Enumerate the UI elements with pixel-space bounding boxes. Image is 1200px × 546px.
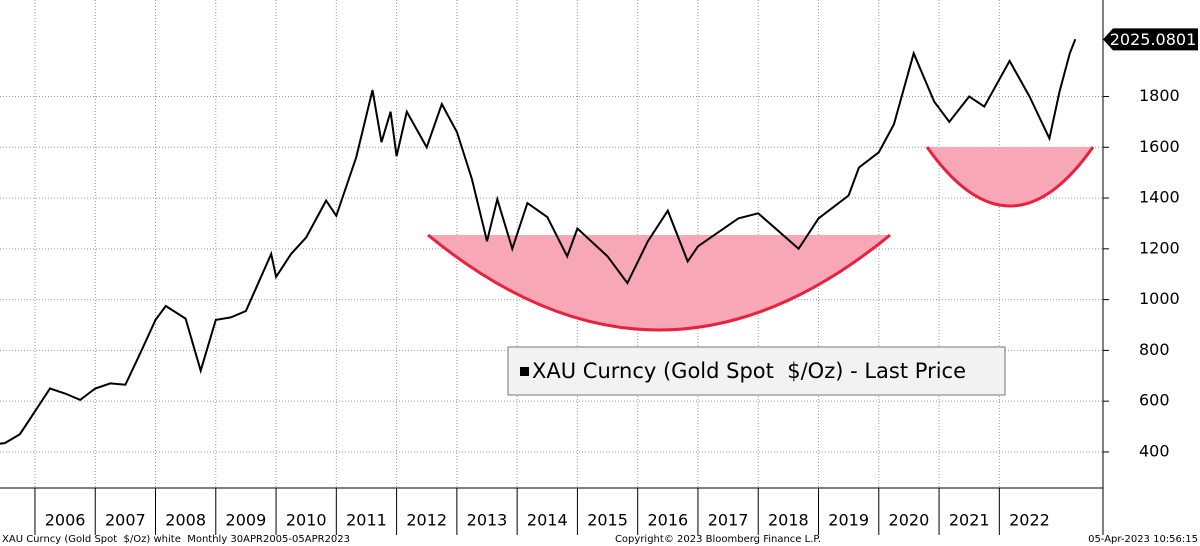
last-price-label: 2025.0801 [1110, 30, 1197, 49]
y-tick-label: 600 [1139, 391, 1170, 410]
y-tick-label: 1000 [1139, 289, 1180, 308]
x-tick-label: 2022 [1009, 511, 1050, 530]
footer-right: 05-Apr-2023 10:56:15 [1088, 534, 1198, 545]
x-tick-label: 2018 [768, 511, 809, 530]
x-tick-label: 2009 [226, 511, 267, 530]
y-tick-label: 800 [1139, 340, 1170, 359]
annotations [427, 146, 1095, 332]
x-tick-label: 2007 [105, 511, 146, 530]
x-tick-label: 2012 [406, 511, 447, 530]
x-tick-label: 2019 [828, 511, 869, 530]
legend-frame [507, 346, 1006, 396]
legend-box: XAU Curncy (Gold Spot $/Oz) - Last Price [507, 346, 1006, 396]
last-price-badge [1103, 28, 1198, 51]
footer-left: XAU Curncy (Gold Spot $/Oz) white Monthl… [2, 534, 350, 545]
cup-arc [427, 233, 891, 332]
x-tick-label: 2014 [527, 511, 568, 530]
x-tick-label: 2020 [889, 511, 930, 530]
x-tick-label: 2021 [949, 511, 990, 530]
price-line [0, 38, 1077, 445]
x-tick-label: 2013 [467, 511, 508, 530]
x-tick-label: 2016 [647, 511, 688, 530]
x-tick-label: 2015 [587, 511, 628, 530]
legend-swatch [520, 367, 529, 376]
x-tick-label: 2006 [45, 511, 86, 530]
y-tick-label: 1600 [1139, 137, 1180, 156]
y-tick-label: 1400 [1139, 188, 1180, 207]
x-tick-label: 2010 [286, 511, 327, 530]
x-tick-label: 2008 [165, 511, 206, 530]
y-tick-label: 400 [1139, 441, 1170, 460]
handle-arc [925, 146, 1095, 208]
y-tick-label: 1800 [1139, 86, 1180, 105]
x-tick-label: 2011 [346, 511, 387, 530]
y-tick-label: 1200 [1139, 238, 1180, 257]
footer-center: Copyright© 2023 Bloomberg Finance L.P. [615, 534, 821, 545]
x-tick-label: 2017 [708, 511, 749, 530]
legend-label: XAU Curncy (Gold Spot $/Oz) - Last Price [532, 359, 966, 383]
